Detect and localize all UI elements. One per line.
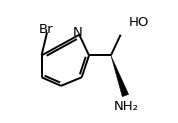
Text: HO: HO: [129, 16, 150, 29]
Text: NH₂: NH₂: [114, 100, 139, 113]
Text: Br: Br: [39, 23, 54, 36]
Polygon shape: [111, 55, 129, 97]
Text: N: N: [73, 26, 83, 39]
